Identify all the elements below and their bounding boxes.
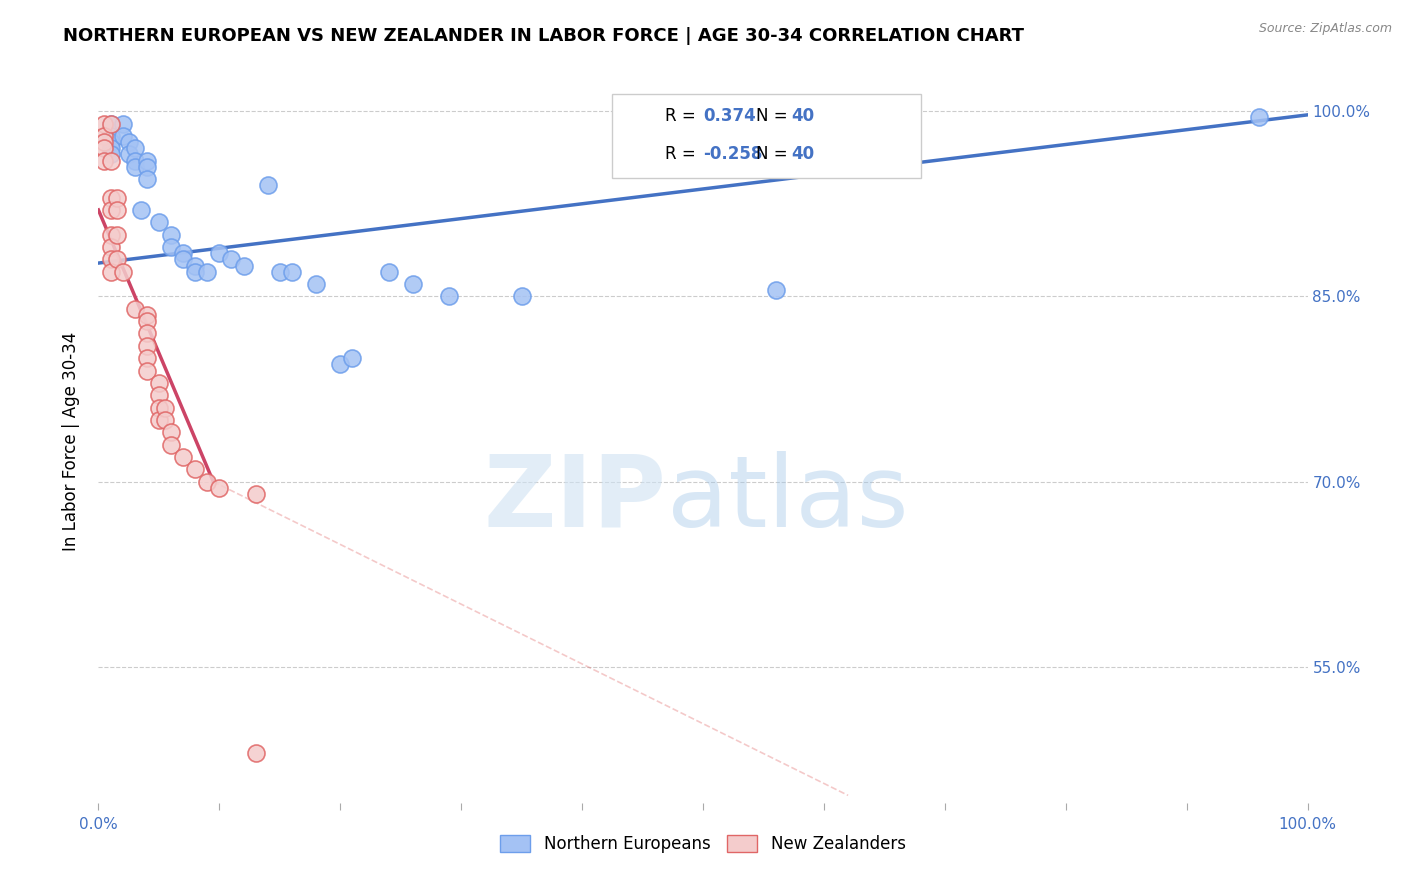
Point xyxy=(124,153,146,168)
Point xyxy=(208,246,231,260)
Text: R =: R = xyxy=(665,107,702,125)
Point xyxy=(100,240,122,254)
Point xyxy=(105,252,128,267)
Point xyxy=(153,401,176,415)
Point xyxy=(135,172,157,186)
Point xyxy=(100,202,122,217)
Point xyxy=(148,388,170,402)
Point xyxy=(100,147,122,161)
Point xyxy=(93,128,115,143)
Point xyxy=(232,259,254,273)
Point xyxy=(184,259,207,273)
Point xyxy=(93,141,115,155)
Point xyxy=(402,277,425,291)
Point xyxy=(124,301,146,316)
Point xyxy=(160,437,183,451)
Point xyxy=(377,265,399,279)
Point xyxy=(148,376,170,390)
Point xyxy=(100,227,122,242)
Point xyxy=(135,351,157,366)
Point xyxy=(118,147,141,161)
Point xyxy=(160,240,183,254)
Point xyxy=(148,401,170,415)
Point xyxy=(135,160,157,174)
Point xyxy=(437,289,460,303)
Point xyxy=(172,450,194,464)
Point xyxy=(93,135,115,149)
Point xyxy=(221,252,243,267)
Point xyxy=(160,425,183,440)
Point xyxy=(342,351,364,366)
Point xyxy=(153,413,176,427)
Point xyxy=(195,475,218,489)
Point xyxy=(305,277,328,291)
Point xyxy=(105,202,128,217)
Point xyxy=(100,135,122,149)
Point xyxy=(135,308,157,322)
Point xyxy=(148,413,170,427)
Point xyxy=(111,265,134,279)
Point xyxy=(245,487,267,501)
Point xyxy=(135,363,157,377)
Point xyxy=(135,326,157,341)
Point xyxy=(172,252,194,267)
Text: Source: ZipAtlas.com: Source: ZipAtlas.com xyxy=(1258,22,1392,36)
Text: -0.258: -0.258 xyxy=(703,145,762,163)
Point xyxy=(245,747,267,761)
Point xyxy=(1249,111,1271,125)
Point xyxy=(269,265,291,279)
Text: 0.374: 0.374 xyxy=(703,107,756,125)
Point xyxy=(124,141,146,155)
Point xyxy=(160,227,183,242)
Y-axis label: In Labor Force | Age 30-34: In Labor Force | Age 30-34 xyxy=(62,332,80,551)
Point xyxy=(111,128,134,143)
Point xyxy=(100,191,122,205)
Point xyxy=(93,116,115,130)
Point xyxy=(100,116,122,130)
Point xyxy=(329,357,352,371)
Point xyxy=(100,265,122,279)
Point xyxy=(118,135,141,149)
Point xyxy=(100,116,122,130)
Text: N =: N = xyxy=(756,145,793,163)
Point xyxy=(129,202,152,217)
Point xyxy=(195,265,218,279)
Point xyxy=(135,314,157,328)
Text: 40: 40 xyxy=(792,107,814,125)
Point xyxy=(510,289,533,303)
Point xyxy=(172,246,194,260)
Point xyxy=(100,252,122,267)
Point xyxy=(111,116,134,130)
Point xyxy=(93,153,115,168)
Point xyxy=(256,178,278,193)
Point xyxy=(184,265,207,279)
Point xyxy=(208,481,231,495)
Text: NORTHERN EUROPEAN VS NEW ZEALANDER IN LABOR FORCE | AGE 30-34 CORRELATION CHART: NORTHERN EUROPEAN VS NEW ZEALANDER IN LA… xyxy=(63,27,1024,45)
Text: N =: N = xyxy=(756,107,793,125)
Point xyxy=(184,462,207,476)
Point xyxy=(148,215,170,229)
Point xyxy=(124,160,146,174)
Point xyxy=(281,265,304,279)
Point xyxy=(105,227,128,242)
Point xyxy=(100,153,122,168)
Legend: Northern Europeans, New Zealanders: Northern Europeans, New Zealanders xyxy=(494,828,912,860)
Point xyxy=(100,128,122,143)
Point xyxy=(135,153,157,168)
Text: atlas: atlas xyxy=(666,450,908,548)
Text: ZIP: ZIP xyxy=(484,450,666,548)
Text: 40: 40 xyxy=(792,145,814,163)
Text: R =: R = xyxy=(665,145,702,163)
Point xyxy=(105,191,128,205)
Point xyxy=(765,283,787,297)
Point xyxy=(135,339,157,353)
Point xyxy=(100,141,122,155)
